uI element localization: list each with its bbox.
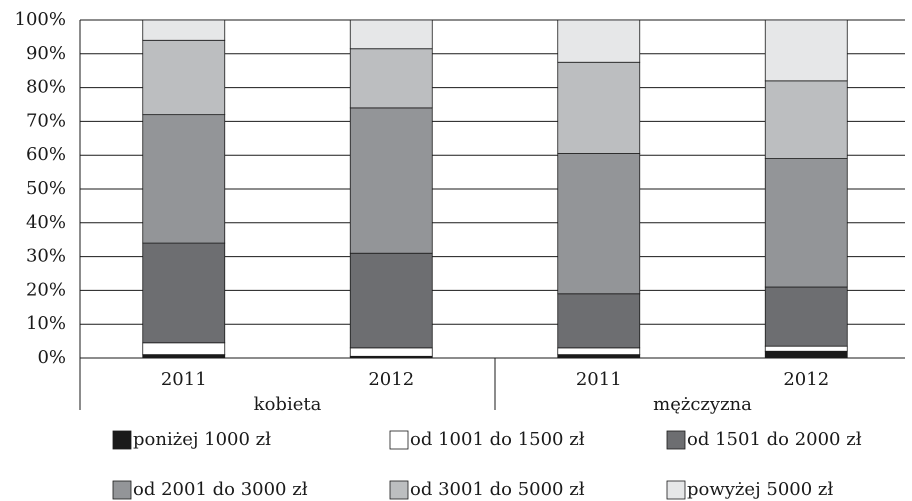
legend-label: od 1001 do 1500 zł	[410, 429, 585, 450]
y-tick-label: 40%	[26, 212, 66, 233]
legend-label: poniżej 1000 zł	[133, 429, 271, 450]
bar-segment	[557, 354, 641, 359]
legend-swatch	[666, 430, 686, 450]
bar-segment	[142, 19, 226, 41]
x-tick-label: 2012	[783, 369, 829, 390]
y-tick-label: 30%	[26, 246, 66, 267]
legend-label: od 1501 do 2000 zł	[687, 429, 862, 450]
bar-segment	[142, 242, 226, 344]
legend-swatch	[112, 480, 132, 500]
bar-segment	[557, 347, 641, 356]
bar-segment	[349, 107, 433, 254]
legend-swatch	[112, 430, 132, 450]
y-tick-label: 10%	[26, 313, 66, 334]
bar-segment	[557, 293, 641, 349]
y-tick-label: 80%	[26, 77, 66, 98]
bar-segment	[764, 350, 848, 359]
y-tick-label: 70%	[26, 110, 66, 131]
bar-segment	[557, 153, 641, 295]
bar-segment	[142, 114, 226, 244]
bar-segment	[764, 158, 848, 288]
legend-label: od 2001 do 3000 zł	[133, 479, 308, 500]
y-tick-label: 100%	[15, 9, 66, 30]
bar-segment	[764, 286, 848, 347]
bar-segment	[764, 19, 848, 82]
legend-swatch	[389, 430, 409, 450]
bar-segment	[764, 80, 848, 159]
x-tick-label: 2012	[368, 369, 414, 390]
bar-segment	[142, 39, 226, 116]
bar-segment	[557, 19, 641, 63]
legend-label: od 3001 do 5000 zł	[410, 479, 585, 500]
bar-segment	[349, 19, 433, 50]
group-label: mężczyzna	[653, 394, 752, 415]
x-tick-label: 2011	[576, 369, 622, 390]
legend-swatch	[666, 480, 686, 500]
x-tick-label: 2011	[161, 369, 207, 390]
bar-segment	[142, 354, 226, 359]
bar-segment	[142, 342, 226, 356]
y-tick-label: 90%	[26, 43, 66, 64]
group-label: kobieta	[254, 394, 322, 415]
legend-label: powyżej 5000 zł	[687, 479, 833, 500]
legend-swatch	[389, 480, 409, 500]
bar-segment	[349, 48, 433, 109]
bar-segment	[764, 345, 848, 352]
y-tick-label: 50%	[26, 178, 66, 199]
y-tick-label: 20%	[26, 279, 66, 300]
bar-segment	[349, 252, 433, 349]
bar-segment	[349, 347, 433, 357]
y-tick-label: 60%	[26, 144, 66, 165]
bar-segment	[557, 61, 641, 154]
y-tick-label: 0%	[37, 347, 66, 368]
